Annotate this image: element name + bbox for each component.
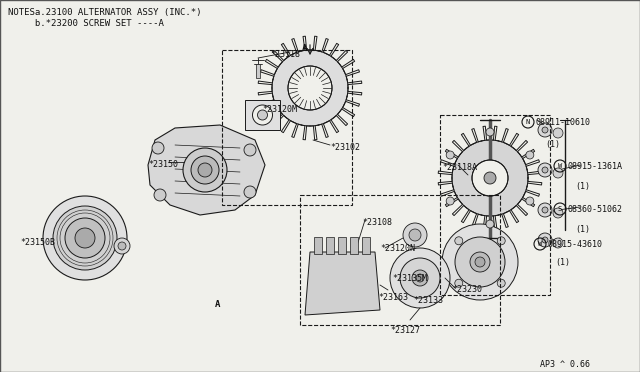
- Text: N: N: [526, 119, 530, 125]
- Circle shape: [472, 160, 508, 196]
- Text: (1): (1): [575, 225, 590, 234]
- Text: (1): (1): [575, 182, 590, 191]
- Circle shape: [553, 128, 563, 138]
- Circle shape: [244, 186, 256, 198]
- Circle shape: [154, 189, 166, 201]
- Text: b.*23200 SCREW SET ----A: b.*23200 SCREW SET ----A: [8, 19, 164, 28]
- Text: NOTESa.23100 ALTERNATOR ASSY (INC.*): NOTESa.23100 ALTERNATOR ASSY (INC.*): [8, 8, 202, 17]
- Circle shape: [497, 237, 505, 245]
- Circle shape: [553, 208, 563, 218]
- Bar: [440, 115, 550, 295]
- Circle shape: [484, 172, 496, 184]
- Text: 08915-1361A: 08915-1361A: [568, 162, 623, 171]
- Text: *23133: *23133: [413, 296, 443, 305]
- Circle shape: [409, 229, 421, 241]
- Circle shape: [114, 238, 130, 254]
- Text: *23150B: *23150B: [20, 238, 55, 247]
- Circle shape: [538, 233, 552, 247]
- Circle shape: [446, 151, 454, 159]
- Text: *23102: *23102: [330, 143, 360, 152]
- Circle shape: [416, 274, 424, 282]
- Circle shape: [470, 252, 490, 272]
- Text: *23120N: *23120N: [380, 244, 415, 253]
- Circle shape: [542, 207, 548, 213]
- Circle shape: [553, 238, 563, 248]
- Circle shape: [497, 279, 505, 287]
- Text: W: W: [558, 163, 562, 169]
- Circle shape: [446, 197, 454, 205]
- Ellipse shape: [257, 110, 268, 120]
- Bar: [300, 195, 500, 325]
- Circle shape: [191, 156, 219, 184]
- Circle shape: [118, 242, 126, 250]
- Circle shape: [538, 163, 552, 177]
- Polygon shape: [350, 237, 358, 254]
- Circle shape: [538, 123, 552, 137]
- Bar: [222, 50, 352, 205]
- Circle shape: [152, 142, 164, 154]
- Circle shape: [486, 128, 494, 136]
- Text: A: A: [215, 300, 221, 309]
- Polygon shape: [305, 252, 380, 315]
- Text: *23135M: *23135M: [392, 274, 427, 283]
- Text: 08911-10610: 08911-10610: [536, 118, 591, 127]
- Circle shape: [538, 203, 552, 217]
- Circle shape: [198, 163, 212, 177]
- Text: *23120M: *23120M: [262, 105, 297, 114]
- Text: *23118: *23118: [270, 50, 300, 59]
- Circle shape: [475, 257, 485, 267]
- Text: A: A: [302, 44, 308, 53]
- Text: *23150: *23150: [148, 160, 178, 169]
- Circle shape: [288, 66, 332, 110]
- Circle shape: [486, 220, 494, 228]
- Polygon shape: [148, 125, 265, 215]
- Polygon shape: [338, 237, 346, 254]
- Circle shape: [183, 148, 227, 192]
- Text: AP3 ^ 0.66: AP3 ^ 0.66: [540, 360, 590, 369]
- Text: *23127: *23127: [390, 326, 420, 335]
- Circle shape: [43, 196, 127, 280]
- Bar: [256, 64, 260, 78]
- Circle shape: [403, 223, 427, 247]
- Circle shape: [542, 167, 548, 173]
- Text: *23163: *23163: [378, 293, 408, 302]
- Text: *23108: *23108: [362, 218, 392, 227]
- Polygon shape: [326, 237, 334, 254]
- Circle shape: [455, 237, 505, 287]
- Ellipse shape: [253, 105, 273, 125]
- Circle shape: [542, 127, 548, 133]
- Polygon shape: [362, 237, 370, 254]
- Text: (1): (1): [545, 140, 560, 149]
- Text: *23118A: *23118A: [442, 163, 477, 172]
- Circle shape: [526, 151, 534, 159]
- Bar: [245, 100, 280, 130]
- Circle shape: [442, 224, 518, 300]
- Circle shape: [53, 206, 117, 270]
- Circle shape: [75, 228, 95, 248]
- Circle shape: [244, 144, 256, 156]
- Text: S: S: [558, 206, 562, 212]
- Circle shape: [455, 279, 463, 287]
- Text: (1): (1): [555, 258, 570, 267]
- Circle shape: [553, 168, 563, 178]
- Circle shape: [390, 248, 450, 308]
- Polygon shape: [452, 140, 528, 216]
- Text: 08915-43610: 08915-43610: [548, 240, 603, 249]
- Circle shape: [412, 270, 428, 286]
- Circle shape: [400, 258, 440, 298]
- Text: *23230: *23230: [452, 285, 482, 294]
- Circle shape: [542, 237, 548, 243]
- Circle shape: [526, 197, 534, 205]
- Polygon shape: [314, 237, 322, 254]
- Text: 08360-51062: 08360-51062: [568, 205, 623, 214]
- Text: W: W: [538, 241, 542, 247]
- Circle shape: [455, 237, 463, 245]
- Polygon shape: [272, 50, 348, 126]
- Circle shape: [65, 218, 105, 258]
